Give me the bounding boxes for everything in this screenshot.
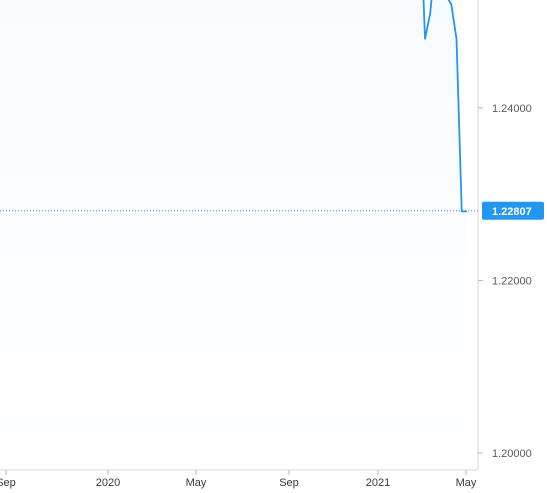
x-tick-label: May — [456, 477, 477, 489]
last-price-badge — [482, 201, 544, 220]
x-tick-label: 2020 — [96, 477, 120, 489]
y-axis: 1.460001.440001.420001.400001.380001.360… — [477, 0, 532, 470]
x-tick-label: May — [186, 477, 207, 489]
x-axis: Sep 2020 May Sep 2021 May — [0, 469, 478, 489]
last-price-label: 1.22807 — [492, 206, 532, 218]
area-fill-layer — [0, 0, 467, 462]
x-tick-label: 2021 — [366, 477, 390, 489]
area-fill — [0, 0, 467, 462]
y-tick-label: 1.22000 — [492, 275, 532, 287]
last-price-layer: 1.22807 — [0, 201, 544, 220]
y-tick-label: 1.20000 — [492, 448, 532, 460]
x-tick-label: Sep — [279, 477, 299, 489]
y-tick-label: 1.24000 — [492, 103, 532, 115]
x-tick-label: Sep — [0, 477, 16, 489]
